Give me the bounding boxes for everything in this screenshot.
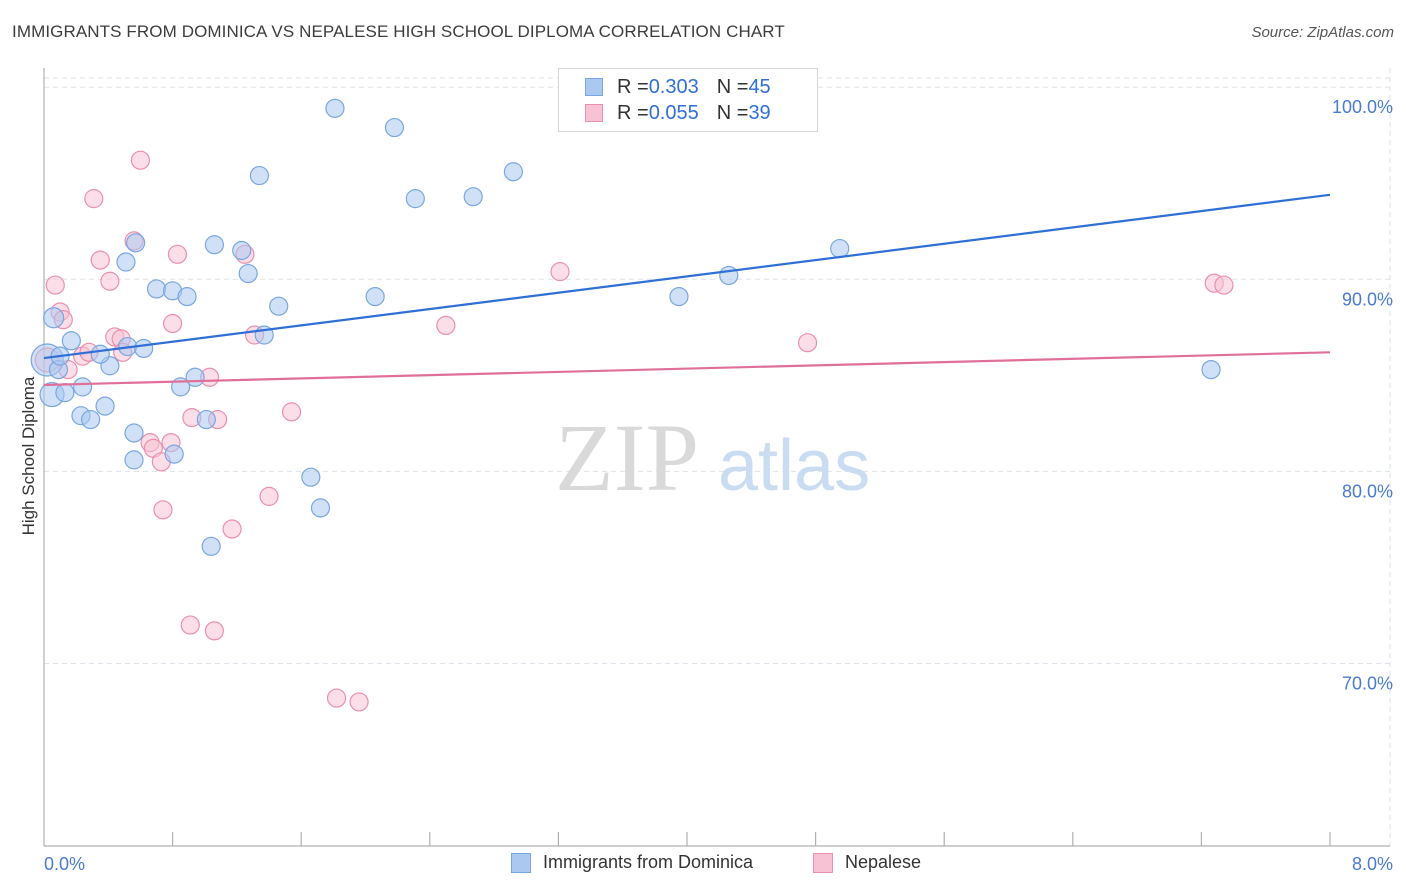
point-nepalese xyxy=(90,250,110,270)
stats-legend: R = 0.303 N = 45 R = 0.055 N = 39 xyxy=(558,68,818,132)
point-dominica xyxy=(116,252,136,272)
point-nepalese xyxy=(100,271,120,291)
source-credit: Source: ZipAtlas.com xyxy=(1251,24,1394,41)
point-dominica xyxy=(325,98,345,118)
r-value: 0.055 xyxy=(648,101,699,124)
point-dominica xyxy=(463,187,483,207)
point-nepalese xyxy=(436,315,456,336)
point-dominica xyxy=(124,450,144,470)
point-nepalese xyxy=(259,486,279,506)
r-label: R = xyxy=(617,75,649,98)
point-dominica xyxy=(124,423,144,443)
point-dominica xyxy=(201,536,221,556)
trend-line-dominica xyxy=(43,193,1331,360)
point-nepalese xyxy=(84,189,104,209)
x-tick-labels: 0.0% 8.0% xyxy=(44,854,1393,874)
point-dominica xyxy=(61,331,81,351)
point-dominica xyxy=(365,286,385,307)
point-dominica xyxy=(126,233,146,253)
point-dominica xyxy=(185,367,205,387)
point-nepalese xyxy=(281,402,302,422)
legend-swatch-dominica xyxy=(585,78,603,96)
point-dominica xyxy=(503,162,523,182)
point-nepalese xyxy=(167,244,188,264)
chart-title: IMMIGRANTS FROM DOMINICA VS NEPALESE HIG… xyxy=(12,22,785,41)
grid-lines xyxy=(44,68,1391,846)
point-nepalese xyxy=(163,313,183,334)
point-dominica xyxy=(719,265,739,286)
legend-swatch-nepalese xyxy=(585,104,603,122)
stats-row-nepalese: R = 0.055 N = 39 xyxy=(585,101,771,125)
point-nepalese xyxy=(153,500,173,520)
point-dominica xyxy=(196,409,216,430)
point-nepalese xyxy=(349,692,369,712)
series-legend: Immigrants from Dominica Nepalese xyxy=(0,852,1406,878)
point-dominica xyxy=(269,296,289,316)
point-nepalese xyxy=(550,262,570,282)
point-nepalese xyxy=(1214,275,1234,295)
n-value: 39 xyxy=(748,101,771,124)
point-dominica xyxy=(405,189,425,209)
y-tick-label: 100.0% xyxy=(1332,97,1393,117)
point-dominica xyxy=(146,279,167,299)
legend-item-dominica[interactable]: Immigrants from Dominica xyxy=(511,852,753,873)
point-dominica xyxy=(249,165,270,186)
legend-label-dominica: Immigrants from Dominica xyxy=(543,852,754,872)
axes xyxy=(43,68,1390,847)
point-dominica xyxy=(164,444,184,464)
point-dominica xyxy=(43,307,65,329)
point-dominica xyxy=(301,467,321,487)
y-tick-label: 80.0% xyxy=(1342,481,1393,501)
legend-label-nepalese: Nepalese xyxy=(845,852,922,872)
watermark: ZIP atlas xyxy=(555,404,870,511)
r-value: 0.303 xyxy=(648,75,699,98)
point-dominica xyxy=(830,238,850,259)
trend-lines xyxy=(43,193,1331,387)
stats-row-dominica: R = 0.303 N = 45 xyxy=(585,75,771,99)
point-nepalese xyxy=(180,615,200,635)
point-dominica xyxy=(72,377,93,397)
point-nepalese xyxy=(797,333,818,353)
point-nepalese xyxy=(326,688,347,708)
trend-line-nepalese xyxy=(43,351,1331,387)
series-dominica-points xyxy=(30,98,1221,556)
point-dominica xyxy=(95,396,115,416)
y-axis-label: High School Diploma xyxy=(19,376,38,535)
y-tick-label: 70.0% xyxy=(1342,674,1393,694)
point-nepalese xyxy=(45,275,65,295)
point-dominica xyxy=(1201,359,1221,380)
y-tick-label: 90.0% xyxy=(1342,289,1393,309)
watermark-zip: ZIP xyxy=(555,404,699,511)
point-dominica xyxy=(232,240,252,261)
legend-swatch-nepalese xyxy=(813,852,833,873)
point-dominica xyxy=(669,286,689,307)
legend-swatch-dominica xyxy=(511,852,531,873)
point-dominica xyxy=(204,235,224,255)
point-dominica xyxy=(134,338,154,359)
point-nepalese xyxy=(204,621,224,641)
n-label: N = xyxy=(716,101,749,124)
y-tick-labels: 70.0% 80.0% 90.0% 100.0% xyxy=(1332,97,1393,693)
point-dominica xyxy=(384,117,405,138)
n-value: 45 xyxy=(748,75,771,98)
point-nepalese xyxy=(130,150,151,170)
legend-item-nepalese[interactable]: Nepalese xyxy=(813,852,921,873)
r-label: R = xyxy=(617,101,649,124)
n-label: N = xyxy=(716,75,749,98)
point-dominica xyxy=(177,286,197,307)
point-dominica xyxy=(90,344,110,364)
x-tick-label: 8.0% xyxy=(1352,854,1393,874)
point-dominica xyxy=(81,409,101,430)
point-nepalese xyxy=(222,519,242,539)
point-dominica xyxy=(310,498,331,518)
x-tick-label: 0.0% xyxy=(44,854,85,874)
watermark-atlas: atlas xyxy=(718,426,870,506)
point-dominica xyxy=(238,263,258,284)
point-dominica xyxy=(55,383,75,403)
